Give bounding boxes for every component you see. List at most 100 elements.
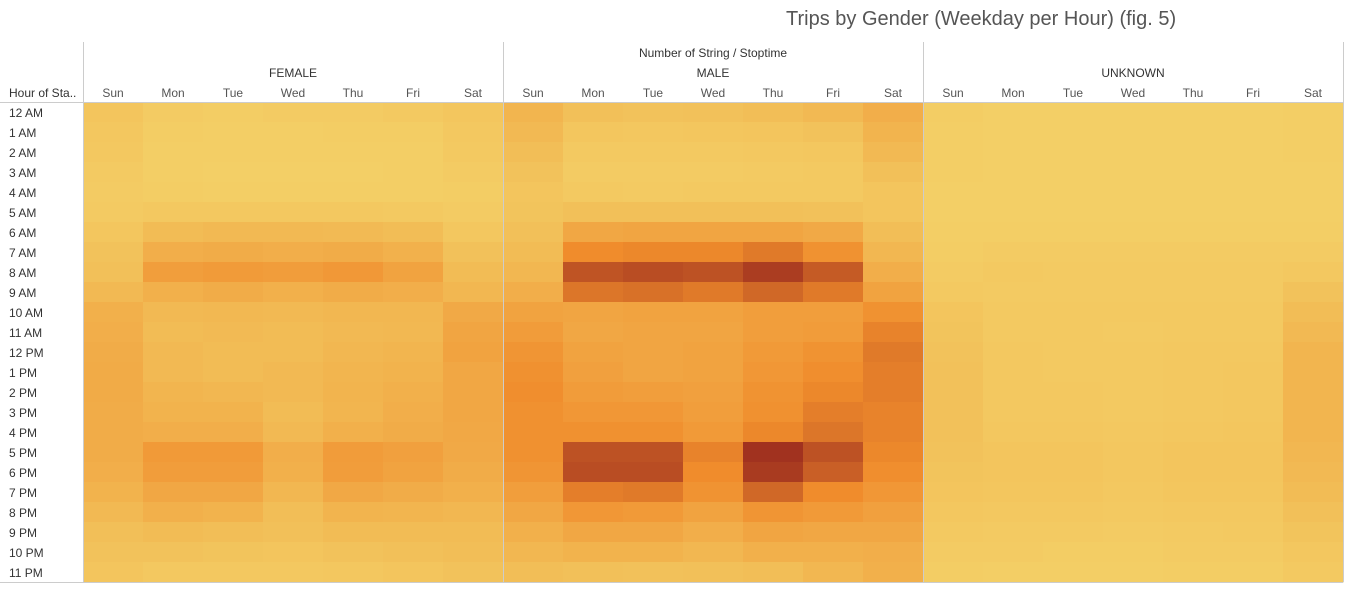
heatmap-cell-male-mon-6-pm	[563, 462, 624, 483]
heatmap-cell-female-thu-9-pm	[323, 522, 384, 543]
day-label-female-sun: Sun	[102, 86, 123, 100]
heatmap-cell-unknown-fri-1-am	[1223, 122, 1284, 143]
heatmap-cell-unknown-wed-11-am	[1103, 322, 1164, 343]
heatmap-cell-unknown-wed-2-am	[1103, 142, 1164, 163]
heatmap-cell-unknown-sun-8-am	[923, 262, 984, 283]
heatmap-cell-female-sun-8-pm	[83, 502, 144, 523]
heatmap-cell-female-tue-6-pm	[203, 462, 264, 483]
heatmap-cell-unknown-mon-1-pm	[983, 362, 1044, 383]
heatmap-cell-female-fri-4-am	[383, 182, 444, 203]
heatmap-cell-unknown-wed-4-pm	[1103, 422, 1164, 443]
heatmap-cell-male-wed-4-am	[683, 182, 744, 203]
heatmap-cell-male-wed-4-pm	[683, 422, 744, 443]
heatmap-cell-male-tue-1-am	[623, 122, 684, 143]
heatmap-cell-unknown-sat-7-am	[1283, 242, 1344, 263]
heatmap-cell-unknown-tue-10-pm	[1043, 542, 1104, 563]
heatmap-cell-unknown-fri-11-am	[1223, 322, 1284, 343]
heatmap-cell-male-sat-11-am	[863, 322, 924, 343]
heatmap-cell-male-wed-7-am	[683, 242, 744, 263]
heatmap-cell-male-sun-9-am	[503, 282, 564, 303]
day-label-female-wed: Wed	[281, 86, 305, 100]
day-label-male-tue: Tue	[643, 86, 664, 100]
heatmap-cell-female-fri-4-pm	[383, 422, 444, 443]
heatmap-cell-unknown-sat-10-am	[1283, 302, 1344, 323]
heatmap-cell-unknown-wed-9-am	[1103, 282, 1164, 303]
heatmap-cell-unknown-sat-8-am	[1283, 262, 1344, 283]
heatmap-cell-female-wed-8-am	[263, 262, 324, 283]
heatmap-cell-female-sat-3-am	[443, 162, 504, 183]
heatmap-cell-unknown-sun-4-am	[923, 182, 984, 203]
heatmap-cell-unknown-wed-8-pm	[1103, 502, 1164, 523]
day-label-female-fri: Fri	[406, 86, 420, 100]
heatmap-cell-unknown-fri-2-am	[1223, 142, 1284, 163]
heatmap-cell-male-fri-8-pm	[803, 502, 864, 523]
heatmap-cell-male-sun-6-am	[503, 222, 564, 243]
heatmap-cell-unknown-fri-11-pm	[1223, 562, 1284, 583]
hour-label-6-am: 6 AM	[9, 226, 36, 240]
heatmap-cell-male-thu-5-pm	[743, 442, 804, 463]
heatmap-cell-unknown-tue-9-am	[1043, 282, 1104, 303]
heatmap-cell-unknown-thu-9-am	[1163, 282, 1224, 303]
heatmap-cell-male-thu-11-am	[743, 322, 804, 343]
heatmap-cell-unknown-mon-8-am	[983, 262, 1044, 283]
day-label-male-mon: Mon	[581, 86, 604, 100]
heatmap-cell-male-thu-2-pm	[743, 382, 804, 403]
hour-label-1-pm: 1 PM	[9, 366, 37, 380]
heatmap-cell-female-mon-11-pm	[143, 562, 204, 583]
heatmap-cell-unknown-fri-10-am	[1223, 302, 1284, 323]
heatmap-cell-male-mon-12-am	[563, 102, 624, 123]
heatmap-cell-male-sat-2-am	[863, 142, 924, 163]
heatmap-cell-male-tue-9-pm	[623, 522, 684, 543]
heatmap-cell-female-thu-8-pm	[323, 502, 384, 523]
hour-label-9-pm: 9 PM	[9, 526, 37, 540]
heatmap-cell-unknown-sun-11-pm	[923, 562, 984, 583]
hour-label-1-am: 1 AM	[9, 126, 36, 140]
heatmap-cell-female-sat-11-pm	[443, 562, 504, 583]
heatmap-cell-male-sun-4-pm	[503, 422, 564, 443]
heatmap-cell-unknown-wed-5-am	[1103, 202, 1164, 223]
heatmap-cell-unknown-sat-3-am	[1283, 162, 1344, 183]
heatmap-cell-unknown-tue-1-am	[1043, 122, 1104, 143]
heatmap-cell-unknown-sat-11-pm	[1283, 562, 1344, 583]
heatmap-cell-unknown-sun-3-am	[923, 162, 984, 183]
heatmap-cell-male-tue-7-am	[623, 242, 684, 263]
heatmap-cell-male-sun-10-am	[503, 302, 564, 323]
heatmap-cell-female-fri-7-am	[383, 242, 444, 263]
heatmap-cell-male-wed-8-am	[683, 262, 744, 283]
heatmap-cell-unknown-tue-5-am	[1043, 202, 1104, 223]
group-label-male: MALE	[697, 66, 730, 80]
heatmap-cell-male-mon-1-am	[563, 122, 624, 143]
heatmap-cell-unknown-wed-2-pm	[1103, 382, 1164, 403]
heatmap-cell-unknown-thu-10-am	[1163, 302, 1224, 323]
heatmap-cell-female-sun-8-am	[83, 262, 144, 283]
heatmap-cell-unknown-tue-11-am	[1043, 322, 1104, 343]
heatmap-cell-female-sat-11-am	[443, 322, 504, 343]
heatmap-cell-unknown-thu-10-pm	[1163, 542, 1224, 563]
hour-label-8-am: 8 AM	[9, 266, 36, 280]
heatmap-cell-unknown-mon-12-pm	[983, 342, 1044, 363]
heatmap-cell-female-mon-4-am	[143, 182, 204, 203]
heatmap-cell-male-wed-1-pm	[683, 362, 744, 383]
heatmap-cell-male-tue-10-am	[623, 302, 684, 323]
heatmap-cell-male-sat-9-am	[863, 282, 924, 303]
heatmap-cell-male-fri-12-pm	[803, 342, 864, 363]
heatmap-cell-male-mon-5-am	[563, 202, 624, 223]
heatmap-cell-female-sun-1-am	[83, 122, 144, 143]
heatmap-cell-male-mon-11-am	[563, 322, 624, 343]
heatmap-cell-unknown-wed-11-pm	[1103, 562, 1164, 583]
heatmap-cell-unknown-thu-9-pm	[1163, 522, 1224, 543]
heatmap-cell-unknown-sun-2-pm	[923, 382, 984, 403]
heatmap-cell-female-thu-2-pm	[323, 382, 384, 403]
heatmap-cell-male-mon-11-pm	[563, 562, 624, 583]
heatmap-cell-female-mon-2-pm	[143, 382, 204, 403]
heatmap-cell-unknown-sun-5-am	[923, 202, 984, 223]
heatmap-cell-unknown-sun-12-pm	[923, 342, 984, 363]
heatmap-cell-male-tue-8-pm	[623, 502, 684, 523]
heatmap-cell-female-sun-1-pm	[83, 362, 144, 383]
heatmap-cell-female-mon-11-am	[143, 322, 204, 343]
heatmap-cell-female-wed-1-am	[263, 122, 324, 143]
heatmap-cell-unknown-sun-2-am	[923, 142, 984, 163]
heatmap-cell-female-sat-12-am	[443, 102, 504, 123]
heatmap-cell-male-thu-11-pm	[743, 562, 804, 583]
heatmap-cell-male-sat-11-pm	[863, 562, 924, 583]
